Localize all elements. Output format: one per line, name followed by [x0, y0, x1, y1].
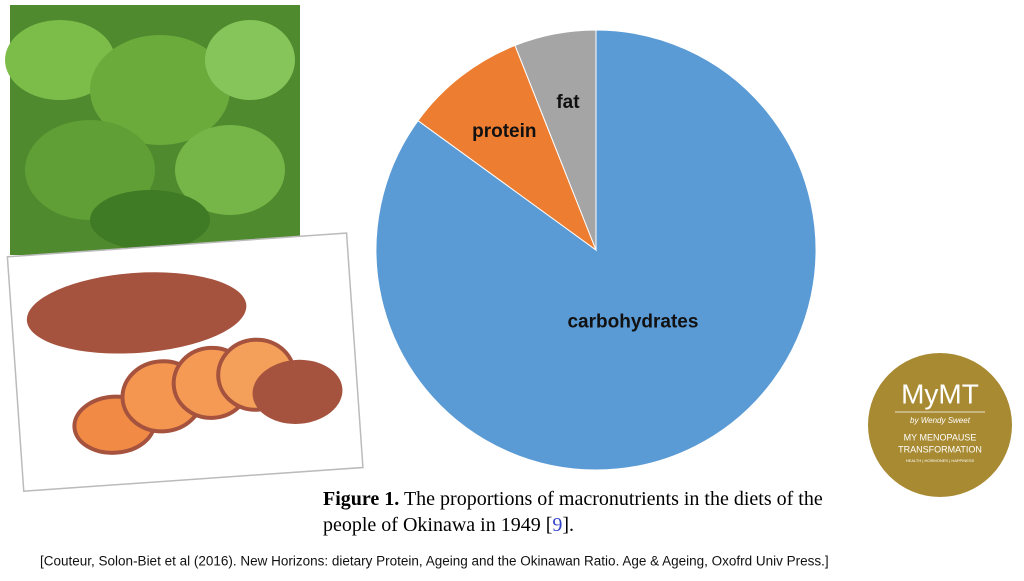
logo-tagline: HEALTH | HORMONES | HAPPINESS: [906, 458, 975, 463]
logo-byline: by Wendy Sweet: [910, 416, 971, 425]
logo-brand: MyMT: [901, 378, 979, 409]
caption-text: ].: [562, 514, 574, 536]
slice-label: carbohydrates: [567, 312, 698, 333]
pie-slice: [514, 29, 597, 251]
slice-label: protein: [472, 121, 536, 142]
logo-line: MY MENOPAUSE: [904, 432, 977, 442]
caption-line2: people of Okinawa in 1949 [9].: [323, 514, 574, 536]
citation: [Couteur, Solon-Biet et al (2016). New H…: [40, 554, 829, 569]
caption-text: The proportions of macronutrients in the…: [404, 488, 823, 510]
pie-slice: [417, 44, 598, 252]
caption-text: people of Okinawa in 1949 [: [323, 514, 552, 536]
caption-line1: Figure 1. The proportions of macronutrie…: [323, 488, 823, 510]
caption-label: Figure 1.: [323, 488, 399, 510]
slice-label: fat: [556, 92, 580, 113]
photo-sweet-potato: [6, 232, 364, 493]
logo-line: TRANSFORMATION: [898, 444, 982, 454]
logo: MyMT by Wendy Sweet MY MENOPAUSE TRANSFO…: [868, 353, 1012, 497]
caption-ref: 9: [552, 514, 562, 536]
pie-chart: carbohydrates protein fat: [375, 29, 817, 471]
photo-leaves: [5, 5, 300, 255]
